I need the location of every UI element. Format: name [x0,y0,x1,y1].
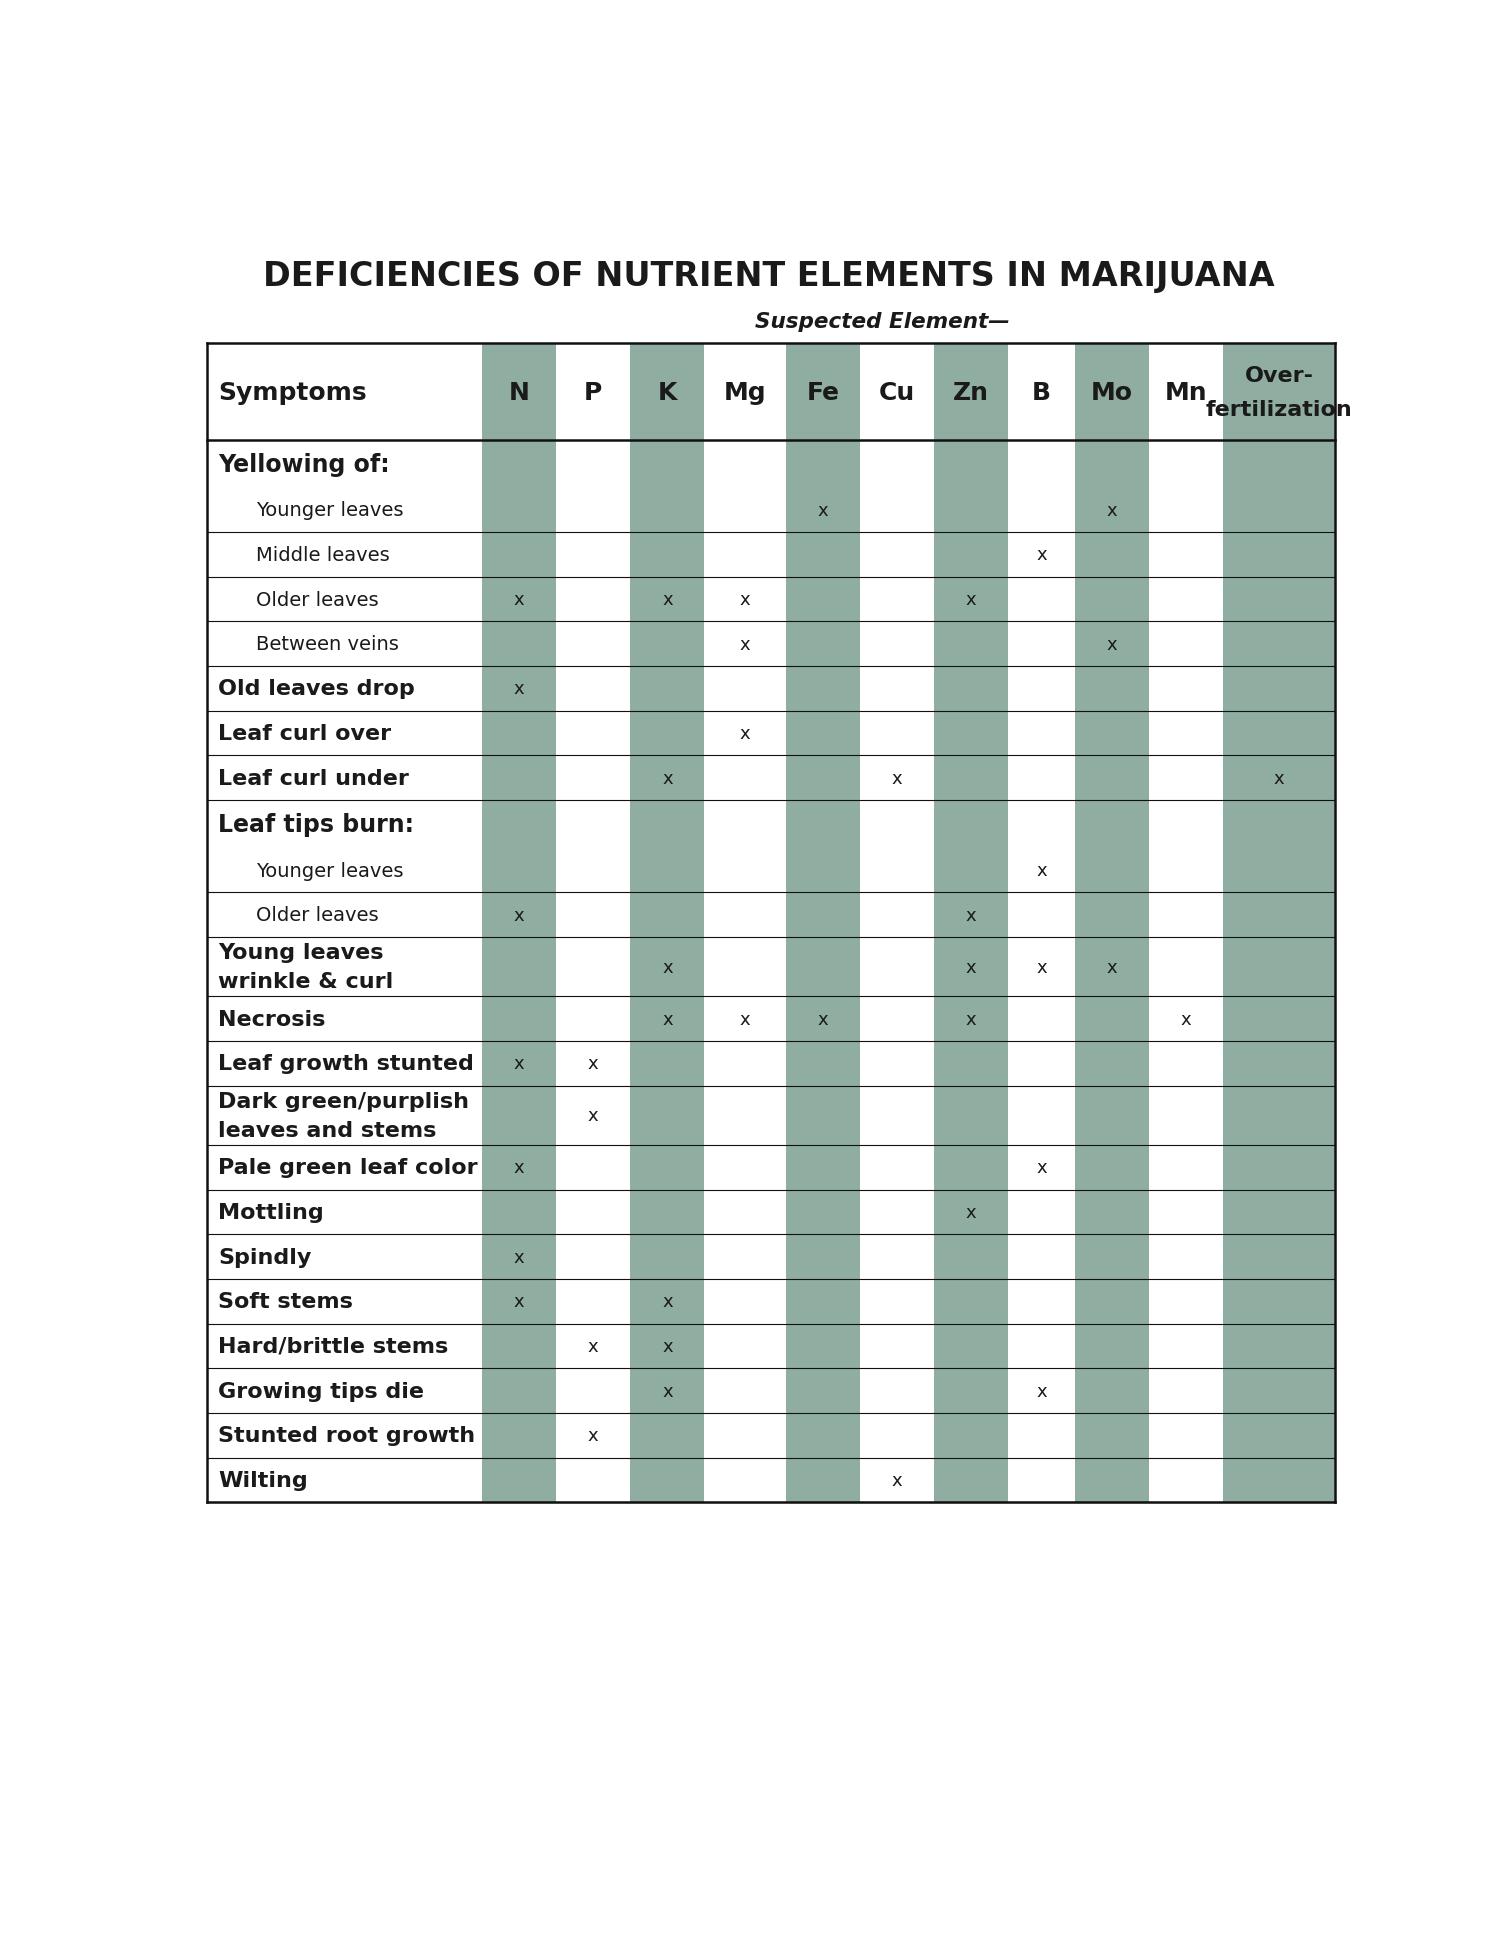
Text: x: x [588,1338,598,1355]
Text: x: x [892,770,903,787]
Text: Zn: Zn [954,380,990,405]
Text: Spindly: Spindly [219,1247,312,1266]
Text: x: x [966,906,976,925]
Text: x: x [514,1160,525,1177]
Text: Leaf tips burn:: Leaf tips burn: [219,812,414,836]
Bar [1076,345,1149,1503]
Text: x: x [662,591,672,609]
Text: Suspected Element—: Suspected Element— [754,312,1010,332]
Text: Pale green leaf color: Pale green leaf color [219,1158,478,1177]
Text: x: x [966,958,976,975]
Text: x: x [966,1010,976,1028]
Text: x: x [740,1010,750,1028]
Text: Between veins: Between veins [255,634,399,653]
Text: x: x [1180,1010,1191,1028]
Text: x: x [514,906,525,925]
Text: x: x [662,1010,672,1028]
Text: x: x [740,725,750,743]
Text: leaves and stems: leaves and stems [219,1121,436,1140]
Text: x: x [588,1055,598,1072]
Text: Stunted root growth: Stunted root growth [219,1425,476,1446]
Text: Yellowing of:: Yellowing of: [219,452,390,477]
Text: Middle leaves: Middle leaves [255,545,390,564]
Text: Leaf curl under: Leaf curl under [219,768,410,789]
Text: Wilting: Wilting [219,1470,309,1491]
Text: Hard/brittle stems: Hard/brittle stems [219,1336,448,1355]
Bar [630,345,705,1503]
Text: Leaf growth stunted: Leaf growth stunted [219,1055,474,1074]
Text: Mg: Mg [724,380,766,405]
Text: x: x [662,1338,672,1355]
Text: x: x [892,1472,903,1489]
Text: Mo: Mo [1090,380,1132,405]
Text: x: x [588,1107,598,1125]
Text: Soft stems: Soft stems [219,1291,354,1311]
Text: x: x [966,591,976,609]
Text: Old leaves drop: Old leaves drop [219,679,416,700]
Text: x: x [818,1010,828,1028]
Text: x: x [514,1293,525,1311]
Text: x: x [662,1293,672,1311]
Text: x: x [662,958,672,975]
Text: x: x [514,1249,525,1266]
Text: Younger leaves: Younger leaves [255,500,404,520]
Text: K: K [657,380,676,405]
Text: x: x [966,1204,976,1222]
Bar [1224,345,1335,1503]
Text: x: x [740,636,750,653]
Text: Older leaves: Older leaves [255,589,378,609]
Text: x: x [514,591,525,609]
Text: x: x [1107,958,1118,975]
Text: Cu: Cu [879,380,915,405]
Text: x: x [1107,502,1118,520]
Text: B: B [1032,380,1052,405]
Text: x: x [514,681,525,698]
Bar [934,345,1008,1503]
Text: fertilization: fertilization [1206,399,1353,419]
Text: x: x [1036,958,1047,975]
Text: Leaf curl over: Leaf curl over [219,723,392,745]
Text: x: x [1036,861,1047,880]
Text: Young leaves: Young leaves [219,942,384,962]
Text: Necrosis: Necrosis [219,1008,326,1030]
Text: x: x [588,1427,598,1445]
Text: Over-: Over- [1245,365,1314,386]
Text: P: P [584,380,603,405]
Text: N: N [509,380,530,405]
Text: x: x [740,591,750,609]
Text: x: x [514,1055,525,1072]
Text: Older leaves: Older leaves [255,906,378,925]
Bar [482,345,556,1503]
Text: x: x [818,502,828,520]
Bar [786,345,859,1503]
Text: Mottling: Mottling [219,1202,324,1222]
Text: Symptoms: Symptoms [219,380,368,405]
Text: Mn: Mn [1166,380,1208,405]
Text: Growing tips die: Growing tips die [219,1381,424,1402]
Text: DEFICIENCIES OF NUTRIENT ELEMENTS IN MARIJUANA: DEFICIENCIES OF NUTRIENT ELEMENTS IN MAR… [262,260,1275,293]
Text: x: x [1107,636,1118,653]
Text: Younger leaves: Younger leaves [255,861,404,880]
Text: x: x [1274,770,1284,787]
Text: wrinkle & curl: wrinkle & curl [219,971,393,993]
Text: Dark green/purplish: Dark green/purplish [219,1092,470,1111]
Text: x: x [1036,547,1047,564]
Text: x: x [662,770,672,787]
Text: Fe: Fe [807,380,840,405]
Text: x: x [1036,1160,1047,1177]
Text: x: x [1036,1383,1047,1400]
Text: x: x [662,1383,672,1400]
